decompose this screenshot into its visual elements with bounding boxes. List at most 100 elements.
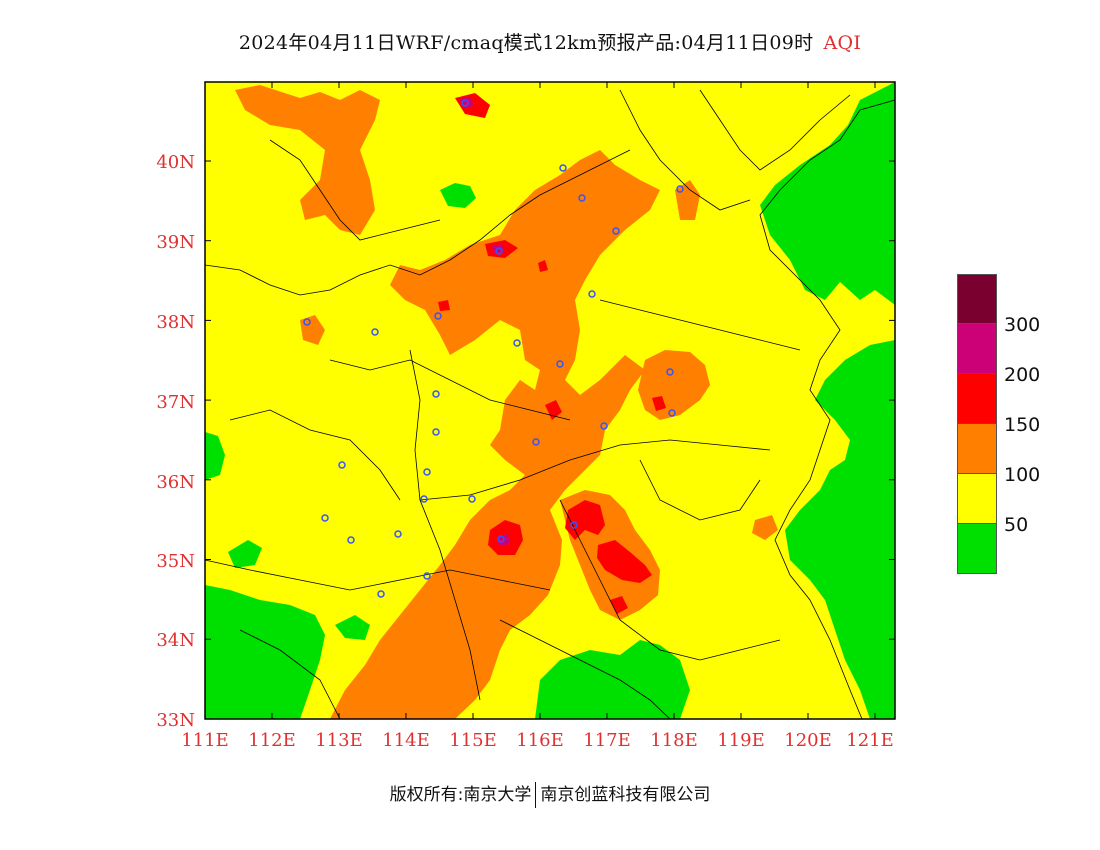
province-border-6	[599, 299, 801, 351]
legend-color-swatch	[957, 424, 997, 474]
copyright-right: 南京创蓝科技有限公司	[540, 785, 711, 805]
city-marker	[578, 194, 586, 202]
map-title: 2024年04月11日WRF/cmaq模式12km预报产品:04月11日09时 A…	[0, 28, 1100, 55]
city-marker	[495, 247, 503, 255]
legend-label-200: 200	[1004, 364, 1041, 386]
city-marker	[321, 514, 329, 522]
city-marker	[570, 521, 578, 529]
lat-label: 36N	[156, 472, 195, 493]
city-marker	[338, 461, 346, 469]
legend-color-swatch	[957, 274, 997, 324]
axis-ticks	[204, 82, 895, 720]
city-marker	[423, 468, 431, 476]
city-marker	[600, 422, 608, 430]
city-marker	[588, 290, 596, 298]
legend-color-swatch	[957, 374, 997, 424]
aqi-good-patch-sw3	[335, 615, 370, 640]
province-border-9	[329, 359, 571, 421]
province-border-2	[409, 349, 481, 701]
aqi-unhealthy-small-1	[538, 260, 548, 272]
city-marker	[468, 495, 476, 503]
city-marker	[423, 572, 431, 580]
lat-label: 33N	[156, 710, 195, 731]
aqi-unhealthy-cluster-5	[545, 400, 562, 420]
aqi-very-unhealthy-2	[492, 244, 504, 254]
province-border-1	[205, 149, 631, 296]
city-marker	[559, 164, 567, 172]
province-border-14	[699, 89, 851, 171]
aqi-unhealthy-cluster-6	[652, 396, 666, 411]
legend-label-300: 300	[1004, 314, 1041, 336]
city-marker	[394, 530, 402, 538]
lon-label: 116E	[516, 730, 564, 751]
legend-color-swatch	[957, 324, 997, 374]
aqi-usg-north	[235, 85, 380, 235]
lon-label: 111E	[181, 730, 229, 751]
aqi-good-patch-sw2	[228, 540, 262, 568]
footer-separator	[535, 782, 537, 808]
aqi-usg-sw-tail	[360, 640, 420, 719]
city-marker	[556, 360, 564, 368]
city-marker	[371, 328, 379, 336]
city-marker	[432, 428, 440, 436]
title-text: 2024年04月11日WRF/cmaq模式12km预报产品:04月11日09时	[238, 32, 814, 54]
aqi-good-sea-southeast	[785, 340, 895, 719]
aqi-usg-west-patch	[300, 315, 325, 345]
title-variable: AQI	[823, 32, 862, 54]
lon-label: 120E	[784, 730, 832, 751]
lon-label: 119E	[717, 730, 765, 751]
city-marker	[612, 227, 620, 235]
city-marker	[303, 318, 311, 326]
aqi-good-patch-west	[205, 432, 225, 480]
aqi-colorbar	[957, 274, 997, 574]
aqi-good-sea-east	[760, 82, 895, 305]
lat-axis-labels: 40N 39N 38N 37N 36N 35N 34N 33N	[156, 152, 195, 731]
legend-color-swatch	[957, 474, 997, 524]
aqi-usg-northeast	[675, 180, 700, 220]
city-marker	[668, 409, 676, 417]
lat-label: 35N	[156, 551, 195, 572]
city-marker	[420, 495, 428, 503]
lon-label: 121E	[846, 730, 894, 751]
aqi-good-south	[535, 640, 690, 719]
aqi-usg-main-belt	[330, 150, 660, 719]
lon-label: 118E	[650, 730, 698, 751]
lon-label: 112E	[248, 730, 296, 751]
province-border-3	[419, 439, 771, 501]
legend-label-100: 100	[1004, 464, 1041, 486]
aqi-unhealthy-cluster-4	[610, 596, 628, 614]
copyright-left: 版权所有:南京大学	[389, 785, 532, 805]
province-border-10	[229, 409, 401, 501]
aqi-good-southwest	[205, 585, 325, 719]
copyright-footer: 版权所有:南京大学 南京创蓝科技有限公司	[0, 780, 1100, 808]
city-marker	[347, 536, 355, 544]
city-marker	[461, 99, 469, 107]
city-markers	[303, 99, 684, 598]
aqi-good-patch-north	[440, 183, 476, 208]
aqi-field	[205, 82, 895, 719]
lat-label: 40N	[156, 152, 195, 173]
province-border-8	[619, 89, 751, 211]
lat-label: 34N	[156, 630, 195, 651]
legend-label-50: 50	[1004, 514, 1029, 536]
lat-label: 38N	[156, 312, 195, 333]
lon-label: 117E	[583, 730, 631, 751]
city-marker	[513, 339, 521, 347]
city-marker	[497, 535, 505, 543]
lon-label: 113E	[315, 730, 363, 751]
city-marker	[532, 438, 540, 446]
city-marker	[432, 390, 440, 398]
admin-boundaries	[205, 89, 895, 719]
lat-label: 39N	[156, 232, 195, 253]
province-border-11	[639, 459, 761, 521]
province-border-12	[499, 619, 671, 719]
city-marker	[434, 312, 442, 320]
province-border-7	[269, 139, 441, 241]
lon-label: 114E	[382, 730, 430, 751]
province-border-4	[559, 499, 781, 661]
aqi-unhealthy-cluster-3	[597, 540, 652, 583]
aqi-unhealthy-small-2	[438, 300, 450, 311]
lon-label: 115E	[449, 730, 497, 751]
lon-axis-labels: 111E 112E 113E 114E 115E 116E 117E 118E …	[181, 730, 894, 751]
